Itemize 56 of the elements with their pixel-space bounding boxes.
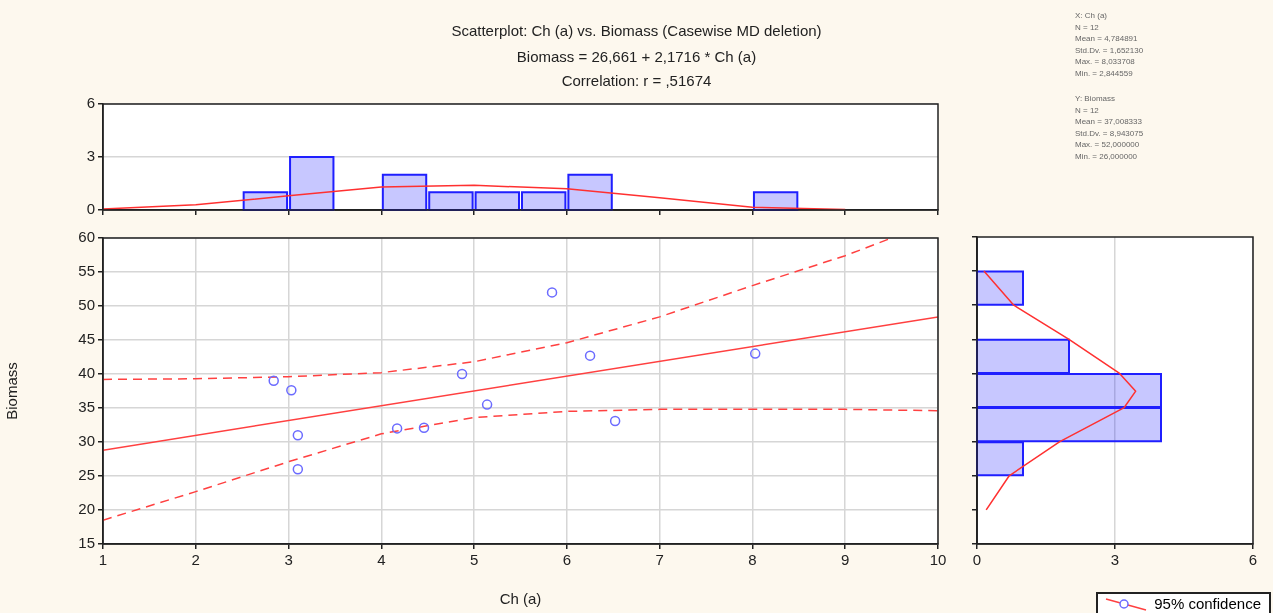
y-tick-label: 40 bbox=[78, 364, 95, 382]
x-axis-title: Ch (a) bbox=[499, 590, 542, 608]
x-tick-label: 0 bbox=[972, 551, 982, 569]
point bbox=[418, 422, 430, 433]
x-tick-label: 5 bbox=[469, 551, 479, 569]
text: Max. = 52,000000 bbox=[1075, 139, 1141, 151]
x-tick-label: 4 bbox=[377, 551, 386, 569]
y-axis-title: Biomass bbox=[3, 362, 21, 420]
x-tick-label: 2 bbox=[191, 551, 200, 569]
y-tick-label: 25 bbox=[78, 466, 95, 484]
point bbox=[391, 423, 403, 434]
line-series bbox=[103, 408, 938, 521]
y-tick-label: 15 bbox=[78, 534, 95, 552]
chart-subtitle: Biomass = 26,661 + 2,1716 * Ch (a) Correlation: r = ,51674 bbox=[516, 48, 757, 89]
point bbox=[456, 368, 468, 380]
point bbox=[609, 415, 621, 427]
legend-label: 95% confidence bbox=[1154, 595, 1261, 612]
x-tick-label: 1 bbox=[98, 551, 108, 569]
x-tick-label: 8 bbox=[748, 551, 757, 569]
text: Std.Dv. = 1,652130 bbox=[1075, 44, 1145, 56]
y-tick-label: 3 bbox=[86, 147, 95, 165]
text: Max. = 8,033708 bbox=[1075, 56, 1136, 68]
text: Std.Dv. = 8,943075 bbox=[1075, 127, 1145, 139]
point bbox=[268, 375, 279, 387]
text: Y: Biomass bbox=[1075, 93, 1116, 105]
x-tick-label: 3 bbox=[1110, 551, 1120, 569]
y-tick-label: 45 bbox=[78, 330, 95, 348]
x-tick-label: 6 bbox=[562, 551, 572, 569]
point bbox=[286, 385, 297, 396]
text: Min. = 2,844559 bbox=[1075, 67, 1134, 79]
chart-title: Scatterplot: Ch (a) vs. Biomass (Casewise MD deletion) bbox=[451, 22, 822, 39]
text: Mean = 37,008333 bbox=[1075, 116, 1143, 128]
y-tick-label: 35 bbox=[78, 398, 95, 416]
y-tick-label: 50 bbox=[78, 296, 95, 314]
text: Mean = 4,784891 bbox=[1075, 33, 1139, 45]
y-tick-label: 6 bbox=[86, 94, 95, 112]
text: Min. = 26,000000 bbox=[1075, 150, 1139, 162]
point bbox=[584, 350, 596, 361]
x-tick-label: 7 bbox=[655, 551, 664, 569]
x-tick-label: 10 bbox=[929, 551, 947, 569]
x-tick-label: 9 bbox=[841, 551, 850, 569]
text: X: Ch (a) bbox=[1075, 10, 1108, 22]
point bbox=[749, 348, 761, 359]
y-tick-label: 0 bbox=[86, 200, 95, 218]
y-tick-label: 20 bbox=[78, 500, 95, 518]
point bbox=[292, 429, 304, 441]
text: N = 12 bbox=[1075, 104, 1100, 116]
y-tick-label: 60 bbox=[78, 228, 95, 246]
point bbox=[292, 463, 304, 475]
x-tick-label: 6 bbox=[1248, 551, 1258, 569]
x-tick-label: 3 bbox=[284, 551, 293, 569]
point bbox=[546, 287, 558, 298]
y-tick-label: 30 bbox=[78, 432, 95, 450]
point bbox=[481, 399, 493, 410]
text: N = 12 bbox=[1075, 21, 1100, 33]
y-tick-label: 55 bbox=[78, 262, 95, 280]
